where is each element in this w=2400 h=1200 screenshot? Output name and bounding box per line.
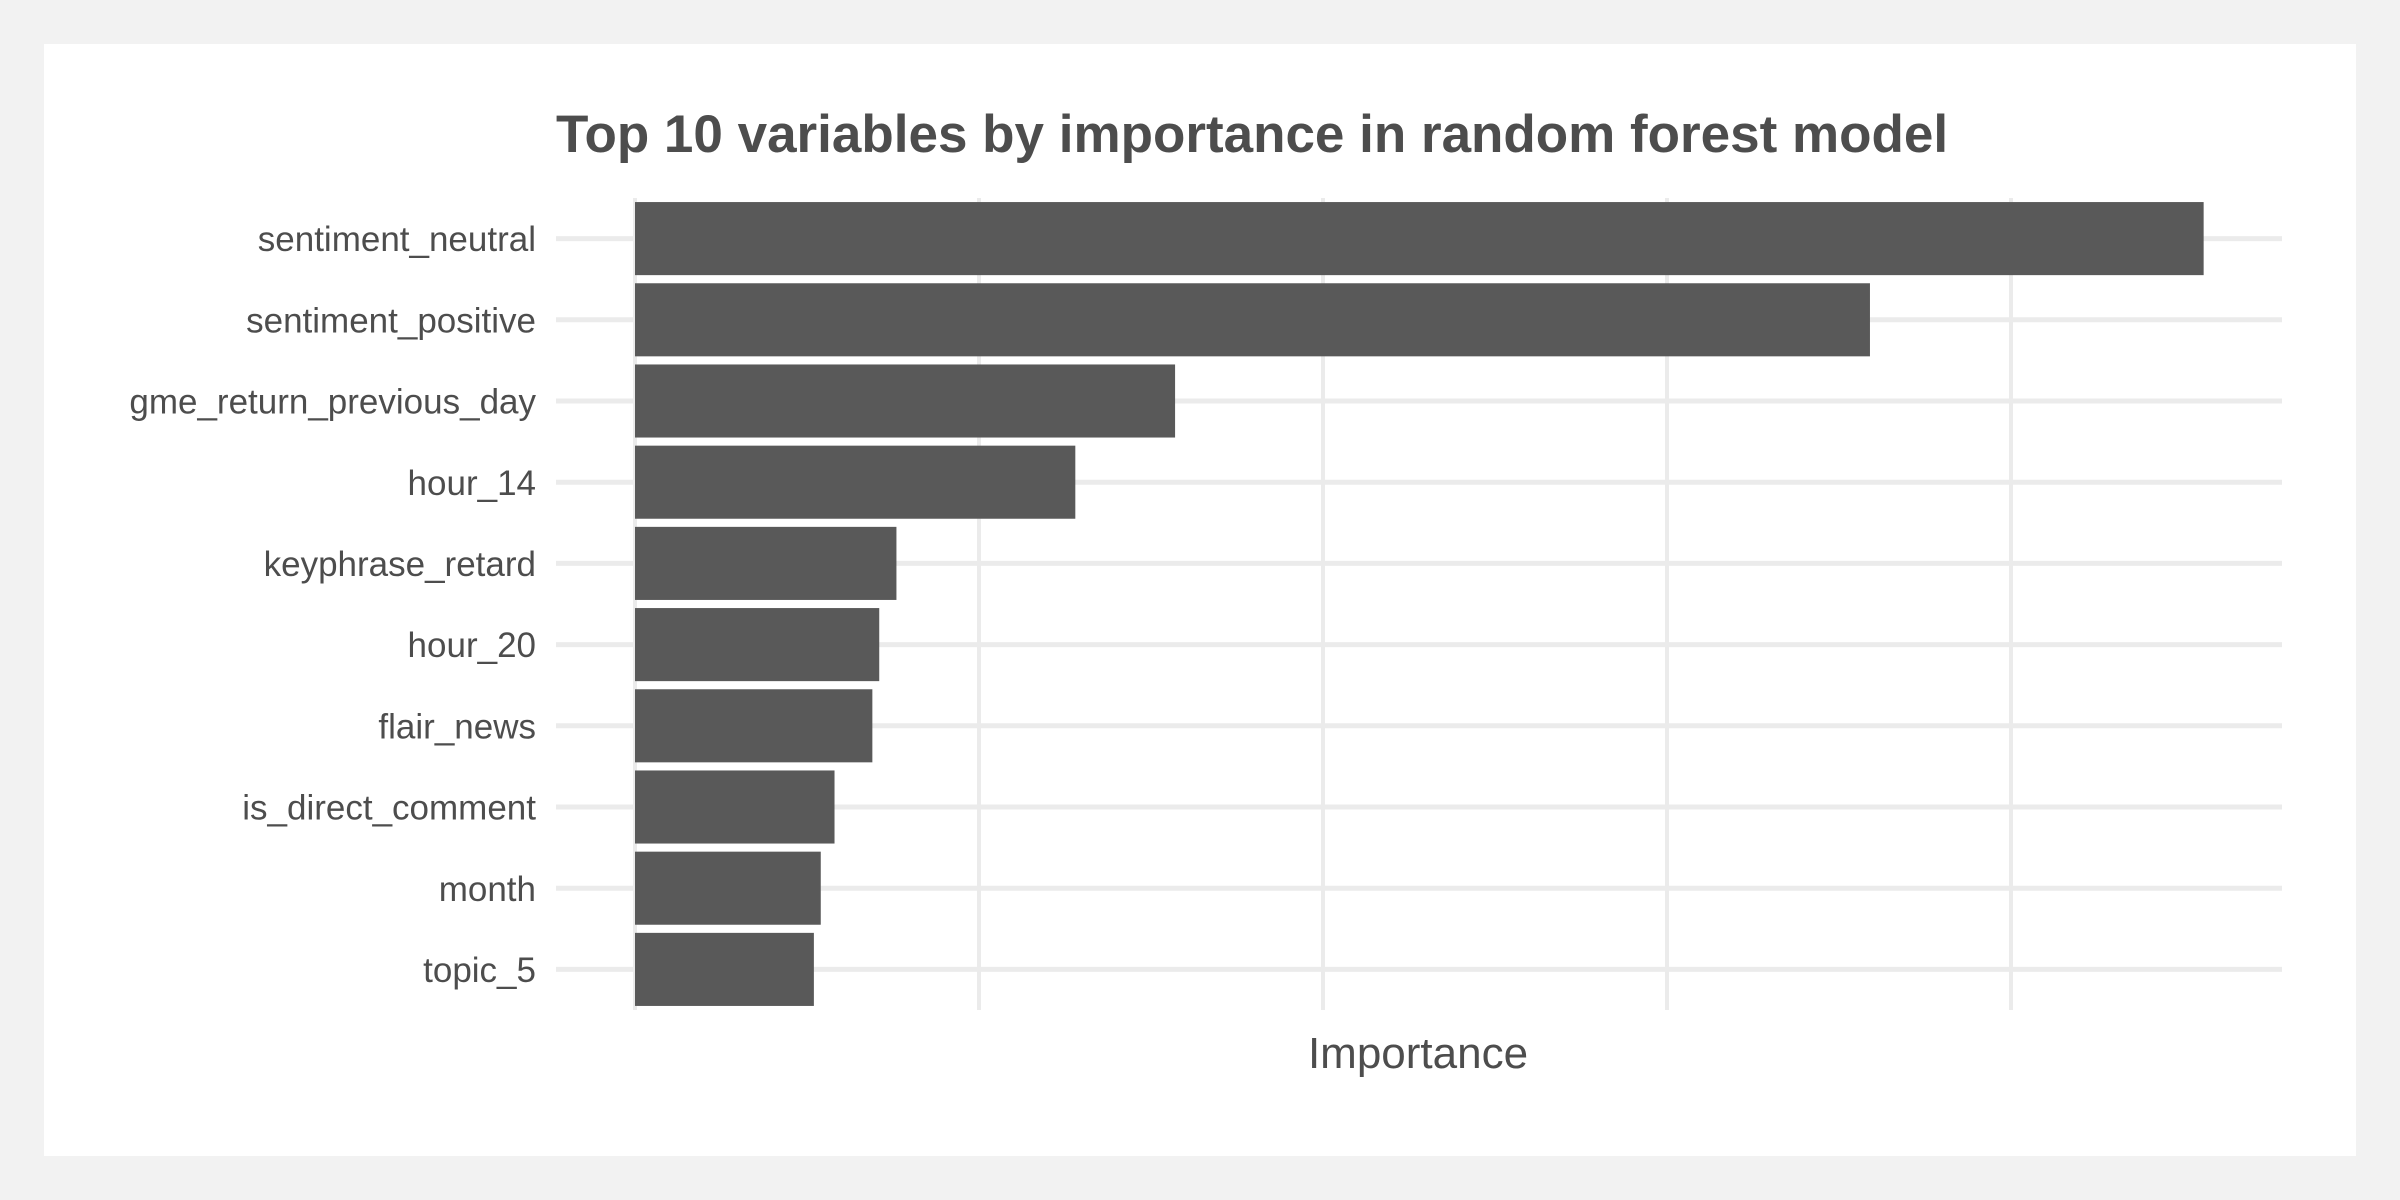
y-tick-label-sentiment_positive: sentiment_positive xyxy=(246,301,536,340)
bar-sentiment_positive xyxy=(635,283,1870,357)
y-tick-label-is_direct_comment: is_direct_comment xyxy=(242,789,536,828)
bar-hour_20 xyxy=(635,608,880,682)
bar-topic_5 xyxy=(635,932,814,1006)
bars xyxy=(635,202,2204,1006)
y-tick-label-month: month xyxy=(439,870,536,909)
bar-gme_return_previous_day xyxy=(635,364,1176,438)
y-tick-label-gme_return_previous_day: gme_return_previous_day xyxy=(129,383,536,422)
bar-flair_news xyxy=(635,689,873,763)
y-tick-labels: sentiment_neutral sentiment_positive gme_r… xyxy=(129,220,536,990)
y-tick-label-topic_5: topic_5 xyxy=(423,951,536,990)
bar-sentiment_neutral xyxy=(635,202,2204,276)
chart-title: Top 10 variables by importance in random… xyxy=(556,105,1949,164)
y-tick-label-hour_14: hour_14 xyxy=(408,464,536,503)
y-tick-label-hour_20: hour_20 xyxy=(408,626,536,665)
bar-hour_14 xyxy=(635,445,1076,519)
bar-is_direct_comment xyxy=(635,770,835,844)
y-tick-label-flair_news: flair_news xyxy=(378,707,536,746)
bar-keyphrase_retard xyxy=(635,526,897,600)
y-tick-label-keyphrase_retard: keyphrase_retard xyxy=(264,545,536,584)
y-tick-label-sentiment_neutral: sentiment_neutral xyxy=(258,220,536,259)
x-axis-label: Importance xyxy=(1308,1029,1528,1078)
bar-month xyxy=(635,851,821,925)
